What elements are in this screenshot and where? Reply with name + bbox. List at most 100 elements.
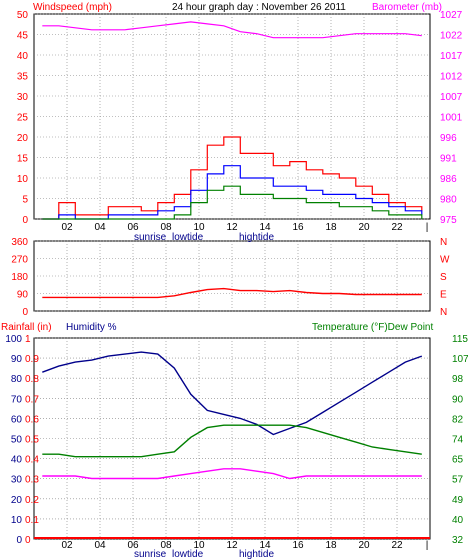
temperature-tick-label: 74 <box>452 435 464 446</box>
windspeed-tick-label: 35 <box>17 72 29 83</box>
rainfall-tick-label: 0 <box>25 535 31 546</box>
temperature-tick-label: 115 <box>452 334 468 345</box>
humidity-tick-label: 10 <box>11 515 23 526</box>
compass-label: W <box>440 255 450 266</box>
barometer-tick-label: 986 <box>440 174 457 185</box>
hour-tick-label: 12 <box>226 222 238 233</box>
direction-tick-label: 90 <box>17 290 29 301</box>
compass-label: N <box>440 307 447 318</box>
humidity-line <box>42 351 423 436</box>
humidity-tick-label: 50 <box>11 435 23 446</box>
windspeed-tick-label: 0 <box>22 215 28 226</box>
temperature-tick-label: 82 <box>452 414 464 425</box>
hour-tick-label: 18 <box>325 540 337 551</box>
humidity-tick-label: 20 <box>11 495 23 506</box>
barometer-tick-label: 996 <box>440 133 457 144</box>
humidity-tick-label: 0 <box>16 535 22 546</box>
windspeed-tick-label: 45 <box>17 31 29 42</box>
rainfall-tick-label: 0.5 <box>25 435 39 446</box>
humidity-tick-label: 100 <box>5 334 22 345</box>
barometer-tick-label: 1022 <box>440 31 463 42</box>
barometer-tick-label: 991 <box>440 154 457 165</box>
temperature-tick-label: 65 <box>452 455 464 466</box>
direction-tick-label: 0 <box>22 307 28 318</box>
temperature-tick-label: 107 <box>452 354 468 365</box>
wind-low-line <box>42 185 423 220</box>
hour-tick-label: 04 <box>94 540 106 551</box>
direction-tick-label: 360 <box>11 237 28 248</box>
rainfall-label: Rainfall (in) <box>1 322 52 333</box>
windspeed-tick-label: 40 <box>17 51 29 62</box>
compass-label: N <box>440 237 447 248</box>
barometer-tick-label: 1007 <box>440 92 463 103</box>
humidity-label: Humidity % <box>66 322 117 333</box>
hour-tick-label: 02 <box>61 540 73 551</box>
humidity-tick-label: 90 <box>11 354 23 365</box>
wind-direction-line <box>42 287 422 299</box>
windspeed-tick-label: 30 <box>17 92 29 103</box>
barometer-tick-label: 980 <box>440 195 457 206</box>
windspeed-tick-label: 5 <box>22 195 28 206</box>
windspeed-tick-label: 20 <box>17 133 29 144</box>
compass-label: S <box>440 272 447 283</box>
hour-tick-label: 06 <box>127 540 139 551</box>
hour-tick-label: 16 <box>292 540 304 551</box>
hour-tick-label: 20 <box>358 222 370 233</box>
barometer-tick-label: 975 <box>440 215 457 226</box>
sunrise-annotation-bottom: sunrise <box>134 549 167 559</box>
temperature-tick-label: 40 <box>452 515 464 526</box>
hour-tick-label: 08 <box>160 540 172 551</box>
sunrise-annotation: sunrise <box>134 232 167 243</box>
barometer-label: Barometer (mb) <box>372 2 442 13</box>
hour-tick-label: 08 <box>160 222 172 233</box>
dew-point-line <box>42 468 422 480</box>
hour-tick-label: 18 <box>325 222 337 233</box>
windspeed-tick-label: 25 <box>17 113 29 124</box>
wind-average-line <box>42 165 423 220</box>
rainfall-tick-label: 0.8 <box>25 374 39 385</box>
hour-tick-label: 12 <box>226 540 238 551</box>
humidity-tick-label: 70 <box>11 394 23 405</box>
barometer-tick-label: 1027 <box>440 10 463 21</box>
rainfall-tick-label: 0.9 <box>25 354 39 365</box>
hour-tick-label: 14 <box>259 540 271 551</box>
windspeed-tick-label: 10 <box>17 174 29 185</box>
temperature-tick-label: 57 <box>452 475 464 486</box>
compass-label: E <box>440 290 447 301</box>
temperature-tick-label: 98 <box>452 374 464 385</box>
hour-tick-label: 04 <box>94 222 106 233</box>
windspeed-label: Windspeed (mph) <box>33 2 112 13</box>
hour-tick-label: 22 <box>391 540 403 551</box>
direction-tick-label: 180 <box>11 272 28 283</box>
hour-tick-label: 10 <box>193 540 205 551</box>
hour-tick-label: 06 <box>127 222 139 233</box>
direction-tick-label: 270 <box>11 255 28 266</box>
hour-tick-label: 20 <box>358 540 370 551</box>
hour-tick-label: 22 <box>391 222 403 233</box>
temperature-line <box>42 424 422 458</box>
rainfall-tick-label: 0.1 <box>25 515 39 526</box>
rainfall-tick-label: 0.2 <box>25 495 39 506</box>
hour-tick-label: 10 <box>193 222 205 233</box>
rainfall-tick-label: 0.3 <box>25 475 39 486</box>
humidity-tick-label: 40 <box>11 455 23 466</box>
rainfall-tick-label: 0.7 <box>25 394 39 405</box>
rainfall-tick-label: 1 <box>25 334 31 345</box>
hour-end-marker: | <box>426 222 429 233</box>
lowtide-annotation-bottom: lowtide <box>172 549 204 559</box>
temperature-tick-label: 32 <box>452 535 464 546</box>
hightide-annotation-bottom: hightide <box>239 549 274 559</box>
wind-gust-line <box>42 136 423 220</box>
barometer-tick-label: 1017 <box>440 51 463 62</box>
windspeed-tick-label: 50 <box>17 10 29 21</box>
barometer-tick-label: 1012 <box>440 72 463 83</box>
hightide-annotation: hightide <box>239 232 274 243</box>
hour-tick-label: 02 <box>61 222 73 233</box>
humidity-tick-label: 80 <box>11 374 23 385</box>
graph-title: 24 hour graph day : November 26 2011 <box>172 2 346 13</box>
humidity-tick-label: 30 <box>11 475 23 486</box>
temperature-tick-label: 49 <box>452 495 464 506</box>
temperature-label: Temperature (°F)Dew Point <box>312 322 433 333</box>
barometer-tick-label: 1001 <box>440 113 463 124</box>
